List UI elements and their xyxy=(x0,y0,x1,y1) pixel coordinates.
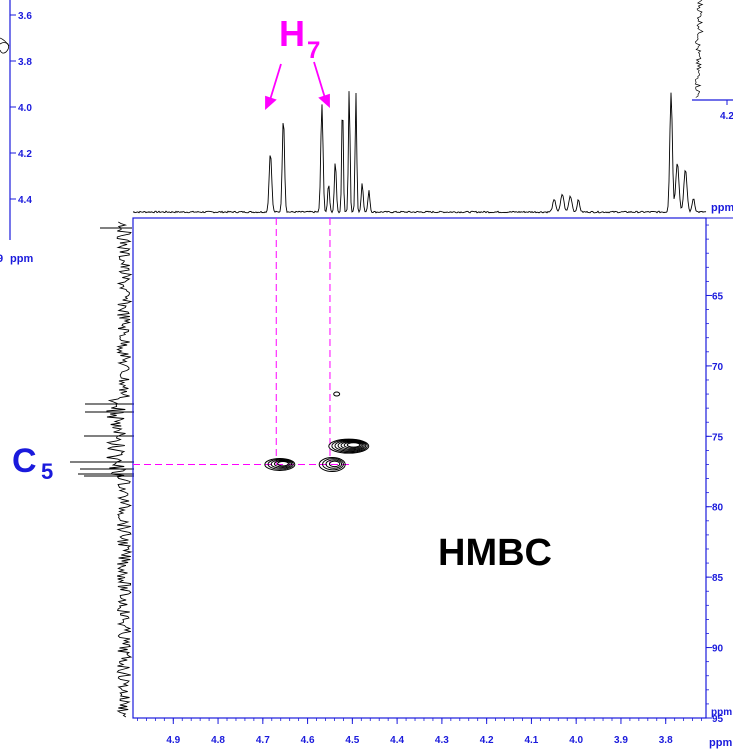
cross-peak-contour xyxy=(328,460,341,468)
left-panel-tick-label: 3.8 xyxy=(18,57,32,68)
x-axis: 4.9 4.8 4.7 4.6 4.5 4.4 4.3 4.2 4.1 4.0 3.9 3.8 xyxy=(137,718,702,746)
x-tick-label: 4.7 xyxy=(256,735,270,746)
x-tick-label: 4.4 xyxy=(390,735,404,746)
cross-peak-contour xyxy=(328,438,370,454)
cross-peak-contour xyxy=(346,442,361,448)
y-tick-label: 95 xyxy=(712,714,724,725)
left-panel-contour xyxy=(0,42,10,54)
f2-projection-trace xyxy=(132,91,707,214)
x-tick-label: 3.8 xyxy=(659,735,673,746)
left-panel-unit-prefix: 9 xyxy=(0,253,3,265)
correlation-guides xyxy=(133,218,350,465)
right-partial-panel: 4.2 xyxy=(692,0,733,122)
x-tick-label: 4.8 xyxy=(211,735,225,746)
cross-peak-contour xyxy=(273,460,291,468)
x-tick-label: 3.9 xyxy=(614,735,628,746)
x-tick-label: 4.5 xyxy=(345,735,359,746)
cross-peak-contour xyxy=(318,456,346,472)
right-panel-tick-label: 4.2 xyxy=(720,111,733,122)
y-tick-label: 80 xyxy=(712,503,724,514)
h7-label-subscript: 7 xyxy=(307,37,320,64)
h7-label: H 7 xyxy=(279,13,320,64)
left-partial-panel: 3.6 3.8 4.0 4.2 4.4 9 ppm xyxy=(0,0,33,265)
left-panel-unit: ppm xyxy=(10,253,33,265)
cross-peak-contour xyxy=(331,439,368,453)
cross-peak-contour xyxy=(333,391,341,397)
y-tick-label: 90 xyxy=(712,644,724,655)
top-right-unit: ppm xyxy=(711,202,733,214)
cross-peak-contour xyxy=(322,458,344,471)
right-panel-trace xyxy=(694,0,704,98)
cross-peak-contour xyxy=(334,439,367,452)
y-axis-unit: ppm xyxy=(711,707,732,718)
x-tick-label: 4.1 xyxy=(524,735,538,746)
plot-frame xyxy=(132,217,707,719)
y-tick-label: 70 xyxy=(712,362,724,373)
h7-label-main: H xyxy=(279,13,305,54)
cross-peak-contour xyxy=(340,441,364,450)
left-panel-tick-label: 3.6 xyxy=(18,11,32,22)
cross-peak-contour xyxy=(337,440,365,451)
c5-label-main: C xyxy=(12,442,37,480)
cross-peak-contour xyxy=(264,457,296,471)
x-tick-label: 4.2 xyxy=(480,735,494,746)
y-tick-label: 65 xyxy=(712,291,724,302)
left-panel-tick-label: 4.2 xyxy=(18,149,32,160)
cross-peak-contour xyxy=(270,459,293,469)
y-tick-label: 85 xyxy=(712,573,724,584)
left-panel-tick-label: 4.0 xyxy=(18,103,32,114)
cross-peak-contour xyxy=(343,441,362,449)
cross-peak-contour xyxy=(325,459,343,469)
x-tick-label: 4.0 xyxy=(569,735,583,746)
c5-label: C 5 xyxy=(12,442,53,484)
y-axis: 65 70 75 80 85 90 95 xyxy=(706,224,724,725)
y-tick-label: 75 xyxy=(712,432,724,443)
x-tick-label: 4.3 xyxy=(435,735,449,746)
left-panel-ticks: 3.6 3.8 4.0 4.2 4.4 xyxy=(10,11,32,206)
h7-arrows xyxy=(265,61,330,111)
x-tick-label: 4.9 xyxy=(166,735,180,746)
experiment-title: HMBC xyxy=(438,532,552,574)
f1-projection-trace xyxy=(70,221,134,718)
cross-peaks xyxy=(264,391,370,472)
cross-peak-contour xyxy=(267,458,294,470)
x-axis-unit: ppm xyxy=(709,737,732,749)
c5-label-subscript: 5 xyxy=(41,459,53,484)
cross-peak-contour xyxy=(277,460,289,467)
left-panel-tick-label: 4.4 xyxy=(18,195,32,206)
x-tick-label: 4.6 xyxy=(301,735,315,746)
